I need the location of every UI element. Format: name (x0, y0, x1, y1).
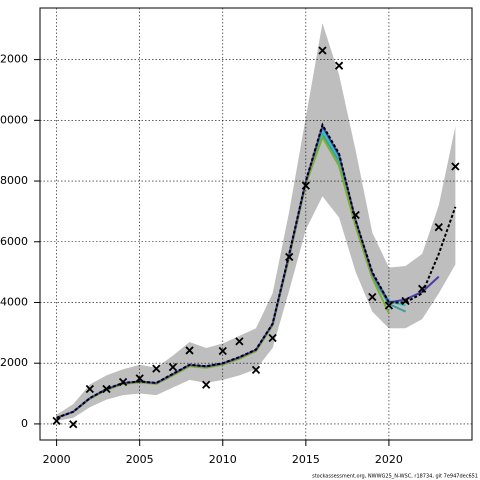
observation (69, 420, 78, 429)
observation (318, 46, 327, 55)
y-tick-label: 12000 (0, 53, 28, 66)
confidence-band (56, 23, 456, 421)
y-tick-label: 4000 (0, 295, 28, 308)
x-tick-label: 2010 (209, 453, 237, 466)
observation (368, 292, 377, 302)
observation (251, 365, 261, 375)
x-tick-label: 2015 (292, 453, 320, 466)
observation (235, 337, 244, 346)
footer: stockassessment.org, NWWG25_N-WSC, r1873… (312, 474, 478, 480)
y-tick-label: 2000 (0, 356, 28, 369)
observation (168, 363, 178, 372)
observation (102, 384, 111, 394)
observation (185, 346, 194, 355)
observation (202, 380, 211, 389)
observation (218, 346, 227, 356)
observation (434, 223, 443, 232)
observation (135, 374, 144, 383)
observation (351, 210, 360, 220)
observation (301, 181, 310, 190)
observation (118, 377, 128, 387)
observation (401, 296, 410, 306)
observation (285, 252, 294, 262)
x-tick-label: 2000 (43, 453, 71, 466)
observation (152, 364, 161, 373)
x-tick-label: 2020 (375, 453, 403, 466)
y-tick-label: 10000 (0, 113, 28, 126)
observation (85, 384, 94, 394)
observation (268, 333, 277, 343)
plot-frame (39, 7, 473, 441)
y-tick-label: 8000 (0, 174, 28, 187)
y-tick-label: 0 (21, 417, 28, 430)
observation (334, 61, 344, 70)
x-tick-label: 2005 (126, 453, 154, 466)
observation (384, 301, 394, 310)
y-tick-label: 6000 (0, 235, 28, 248)
observation (418, 284, 427, 293)
observation (451, 162, 460, 171)
observation (52, 416, 61, 426)
